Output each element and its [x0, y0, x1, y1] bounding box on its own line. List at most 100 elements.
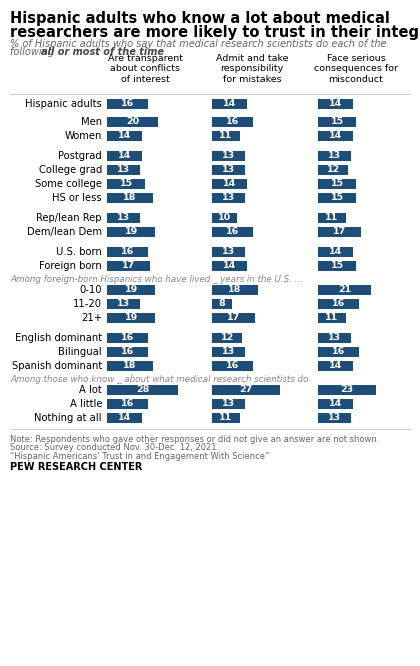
Bar	[318, 151, 351, 161]
Bar	[318, 313, 346, 323]
Bar	[318, 165, 349, 175]
Bar	[212, 165, 245, 175]
Bar	[107, 131, 142, 141]
Text: 13: 13	[328, 414, 341, 422]
Bar	[318, 299, 359, 309]
Text: 11: 11	[326, 214, 339, 222]
Text: Admit and take
responsibility
for mistakes: Admit and take responsibility for mistak…	[216, 54, 288, 84]
Text: 16: 16	[226, 117, 239, 127]
Bar	[212, 385, 281, 395]
Bar	[107, 99, 147, 109]
Text: 11: 11	[326, 314, 339, 322]
Bar	[212, 247, 245, 257]
Text: 21+: 21+	[81, 313, 102, 323]
Text: % of Hispanic adults who say that medical research scientists do each of the: % of Hispanic adults who say that medica…	[10, 39, 386, 49]
Text: College grad: College grad	[39, 165, 102, 175]
Text: 13: 13	[222, 400, 235, 408]
Text: Among those who know _ about what medical research scientists do: Among those who know _ about what medica…	[10, 375, 308, 384]
Text: 12: 12	[327, 165, 340, 174]
Bar	[212, 361, 252, 371]
Bar	[212, 347, 245, 357]
Text: 13: 13	[222, 248, 235, 256]
Text: Note: Respondents who gave other responses or did not give an answer are not sho: Note: Respondents who gave other respons…	[10, 435, 379, 444]
Bar	[212, 285, 257, 295]
Text: 16: 16	[121, 348, 134, 356]
Text: 18: 18	[228, 286, 241, 294]
Text: Nothing at all: Nothing at all	[34, 413, 102, 423]
Text: 11: 11	[219, 131, 233, 141]
Text: U.S. born: U.S. born	[56, 247, 102, 257]
Text: 15: 15	[331, 117, 344, 127]
Text: 16: 16	[121, 248, 134, 256]
Bar	[107, 347, 147, 357]
Text: 16: 16	[226, 228, 239, 236]
Bar	[107, 213, 140, 223]
Text: 14: 14	[223, 99, 236, 109]
Text: Among foreign-born Hispanics who have lived _ years in the U.S. ...: Among foreign-born Hispanics who have li…	[10, 275, 303, 284]
Text: 16: 16	[332, 348, 345, 356]
Text: 19: 19	[124, 286, 138, 294]
Text: 16: 16	[226, 362, 239, 370]
Text: 21: 21	[338, 286, 351, 294]
Text: 12: 12	[220, 334, 234, 342]
Text: 14: 14	[329, 131, 342, 141]
Bar	[212, 193, 245, 203]
Text: 14: 14	[118, 151, 131, 161]
Text: Some college: Some college	[35, 179, 102, 189]
Bar	[107, 165, 140, 175]
Bar	[107, 247, 147, 257]
Text: Postgrad: Postgrad	[58, 151, 102, 161]
Bar	[212, 413, 240, 423]
Text: Foreign born: Foreign born	[39, 261, 102, 271]
Bar	[212, 313, 255, 323]
Text: Rep/lean Rep: Rep/lean Rep	[37, 213, 102, 223]
Text: “Hispanic Americans’ Trust in and Engagement With Science”: “Hispanic Americans’ Trust in and Engage…	[10, 452, 269, 461]
Bar	[318, 347, 359, 357]
Text: Spanish dominant: Spanish dominant	[12, 361, 102, 371]
Bar	[318, 193, 356, 203]
Text: 18: 18	[123, 362, 136, 370]
Bar	[318, 247, 354, 257]
Text: Bilingual: Bilingual	[58, 347, 102, 357]
Text: 13: 13	[328, 151, 341, 161]
Text: English dominant: English dominant	[15, 333, 102, 343]
Text: 13: 13	[222, 348, 235, 356]
Bar	[107, 285, 155, 295]
Text: 13: 13	[222, 165, 235, 174]
Bar	[318, 261, 356, 271]
Text: 14: 14	[223, 262, 236, 270]
Text: 14: 14	[329, 362, 342, 370]
Text: Are transparent
about conflicts
of interest: Are transparent about conflicts of inter…	[108, 54, 183, 84]
Bar	[212, 299, 232, 309]
Text: 23: 23	[341, 386, 354, 394]
Text: 19: 19	[124, 228, 138, 236]
Bar	[107, 313, 155, 323]
Text: 11-20: 11-20	[73, 299, 102, 309]
Bar	[212, 213, 237, 223]
Bar	[107, 193, 152, 203]
Text: 15: 15	[331, 262, 344, 270]
Text: all or most of the time: all or most of the time	[41, 47, 164, 57]
Bar	[212, 227, 252, 237]
Text: 27: 27	[239, 386, 253, 394]
Text: 17: 17	[227, 314, 240, 322]
Text: 15: 15	[119, 180, 133, 188]
Bar	[107, 333, 147, 343]
Text: 20: 20	[126, 117, 139, 127]
Bar	[212, 179, 247, 189]
Text: 10: 10	[218, 214, 231, 222]
Text: Face serious
consequences for
misconduct: Face serious consequences for misconduct	[314, 54, 398, 84]
Bar	[318, 285, 371, 295]
Text: 13: 13	[222, 194, 235, 202]
Text: researchers are more likely to trust in their integrity: researchers are more likely to trust in …	[10, 25, 420, 40]
Text: PEW RESEARCH CENTER: PEW RESEARCH CENTER	[10, 462, 142, 472]
Bar	[212, 117, 252, 127]
Bar	[318, 179, 356, 189]
Text: 17: 17	[333, 228, 346, 236]
Text: 14: 14	[118, 131, 131, 141]
Bar	[107, 227, 155, 237]
Bar	[318, 385, 376, 395]
Text: 19: 19	[124, 314, 138, 322]
Text: 13: 13	[328, 334, 341, 342]
Text: Hispanic adults who know a lot about medical: Hispanic adults who know a lot about med…	[10, 11, 390, 26]
